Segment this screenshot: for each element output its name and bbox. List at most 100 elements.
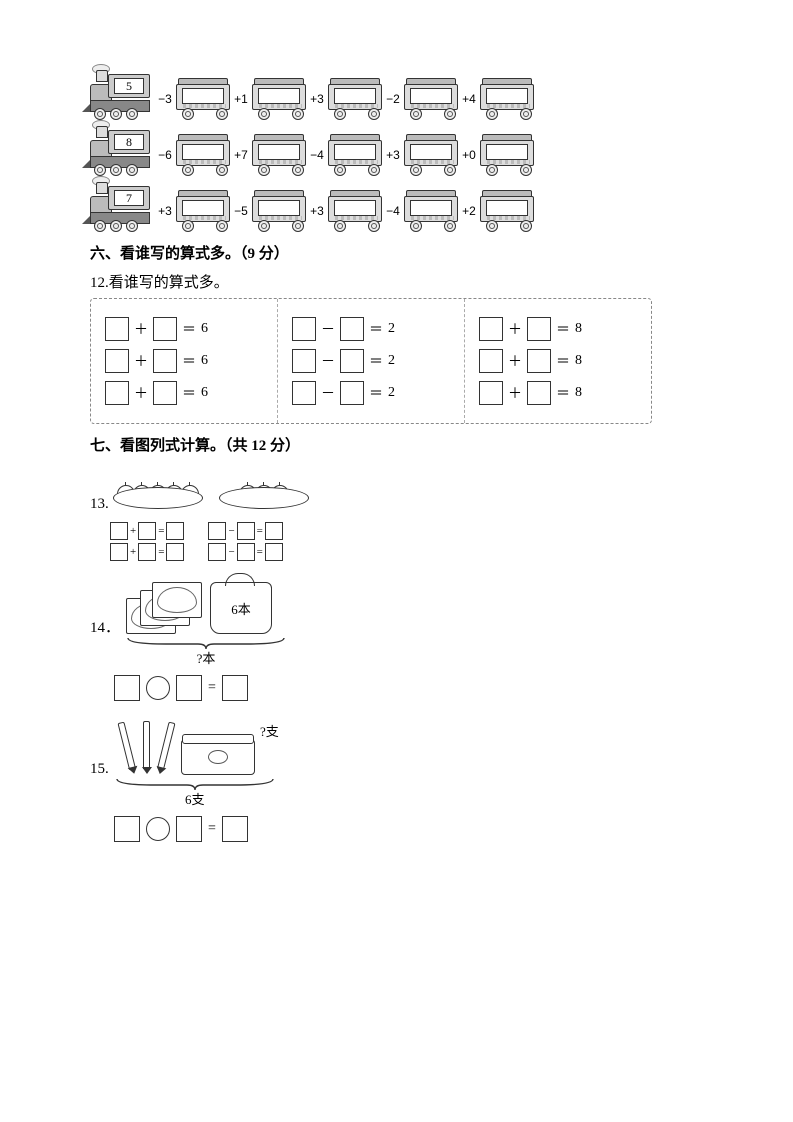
answer-box[interactable] [258,200,300,216]
answer-box[interactable] [166,522,184,540]
pen-icon [117,722,135,770]
operator: ＋ [507,351,523,371]
train-operator: −4 [306,148,328,176]
answer-box[interactable] [334,200,376,216]
answer-box[interactable] [153,317,177,341]
answer-box[interactable] [265,522,283,540]
answer-box[interactable] [138,543,156,561]
answer-box[interactable] [486,200,528,216]
answer-box[interactable] [110,543,128,561]
operator: － [320,351,336,371]
answer-box[interactable] [486,88,528,104]
train-car [404,134,458,176]
section-6-title: 六、看谁写的算式多。（9 分） [90,242,713,263]
train-car [176,78,230,120]
train-operator: −3 [154,92,176,120]
answer-box[interactable] [258,144,300,160]
answer-box[interactable] [334,144,376,160]
answer-box[interactable] [265,543,283,561]
answer-box[interactable] [258,88,300,104]
equals: ＝ [368,351,384,371]
result-value: 6 [201,385,208,401]
mini-equation: − = [208,543,282,561]
answer-box[interactable] [176,816,202,842]
answer-box[interactable] [105,317,129,341]
mini-equation: + = [110,522,184,540]
answer-box[interactable] [486,144,528,160]
answer-box[interactable] [479,349,503,373]
answer-box[interactable] [110,522,128,540]
answer-box[interactable] [114,816,140,842]
answer-box[interactable] [138,522,156,540]
equation-row: － ＝ 2 [292,349,450,373]
answer-box[interactable] [153,349,177,373]
answer-box[interactable] [105,349,129,373]
mini-equation: + = [110,543,184,561]
section-7-title: 七、看图列式计算。（共 12 分） [90,434,713,455]
equals: ＝ [181,351,197,371]
answer-box[interactable] [334,88,376,104]
result-value: 2 [388,385,395,401]
result-value: 2 [388,321,395,337]
equation-row: ＋ ＝ 6 [105,381,263,405]
answer-box[interactable] [237,522,255,540]
operator: ＋ [507,383,523,403]
question-14: 14． 6本 ?本 [90,582,713,667]
equals: = [158,546,164,558]
answer-box[interactable] [114,675,140,701]
result-value: 6 [201,353,208,369]
result-value: 2 [388,353,395,369]
operator: ＋ [133,319,149,339]
question-15: 15. ?支 6支 [90,719,713,808]
equation-column: ＋ ＝ 6 ＋ ＝ 6 ＋ ＝ 6 [91,299,278,423]
pen-icon [143,721,150,769]
trains-section: 5 −3 +1 +3 −2 +4 [90,70,713,232]
answer-box[interactable] [166,543,184,561]
train-car [404,78,458,120]
answer-box[interactable] [410,200,452,216]
answer-box[interactable] [527,317,551,341]
answer-box[interactable] [292,381,316,405]
answer-box[interactable] [176,675,202,701]
answer-box[interactable] [182,200,224,216]
result-value: 8 [575,385,582,401]
train-operator: +4 [458,92,480,120]
answer-box[interactable] [292,349,316,373]
answer-box[interactable] [222,816,248,842]
answer-box[interactable] [237,543,255,561]
q12-label: 12.看谁写的算式多。 [90,271,713,292]
answer-box[interactable] [105,381,129,405]
operator-circle[interactable] [146,817,170,841]
answer-box[interactable] [527,381,551,405]
answer-box[interactable] [410,88,452,104]
answer-box[interactable] [410,144,452,160]
q14-brace-label: ?本 [126,648,286,667]
train-operator: −5 [230,204,252,232]
answer-box[interactable] [182,144,224,160]
answer-box[interactable] [340,381,364,405]
answer-box[interactable] [292,317,316,341]
equation-row: － ＝ 2 [292,381,450,405]
train-row: 8 −6 +7 −4 +3 +0 [90,126,713,176]
q15-equation: = [114,816,713,842]
equals: ＝ [555,319,571,339]
bag-text: 6本 [231,599,251,618]
operator-circle[interactable] [146,676,170,700]
train-start-value: 7 [114,190,144,206]
equals: ＝ [555,383,571,403]
answer-box[interactable] [340,349,364,373]
train-start-value: 8 [114,134,144,150]
answer-box[interactable] [222,675,248,701]
answer-box[interactable] [153,381,177,405]
q15-question-text: ?支 [260,721,279,740]
answer-box[interactable] [479,317,503,341]
train-operator: +7 [230,148,252,176]
answer-box[interactable] [479,381,503,405]
answer-box[interactable] [208,543,226,561]
answer-box[interactable] [340,317,364,341]
train-car [252,190,306,232]
answer-box[interactable] [182,88,224,104]
answer-box[interactable] [527,349,551,373]
answer-box[interactable] [208,522,226,540]
train-car [328,190,382,232]
